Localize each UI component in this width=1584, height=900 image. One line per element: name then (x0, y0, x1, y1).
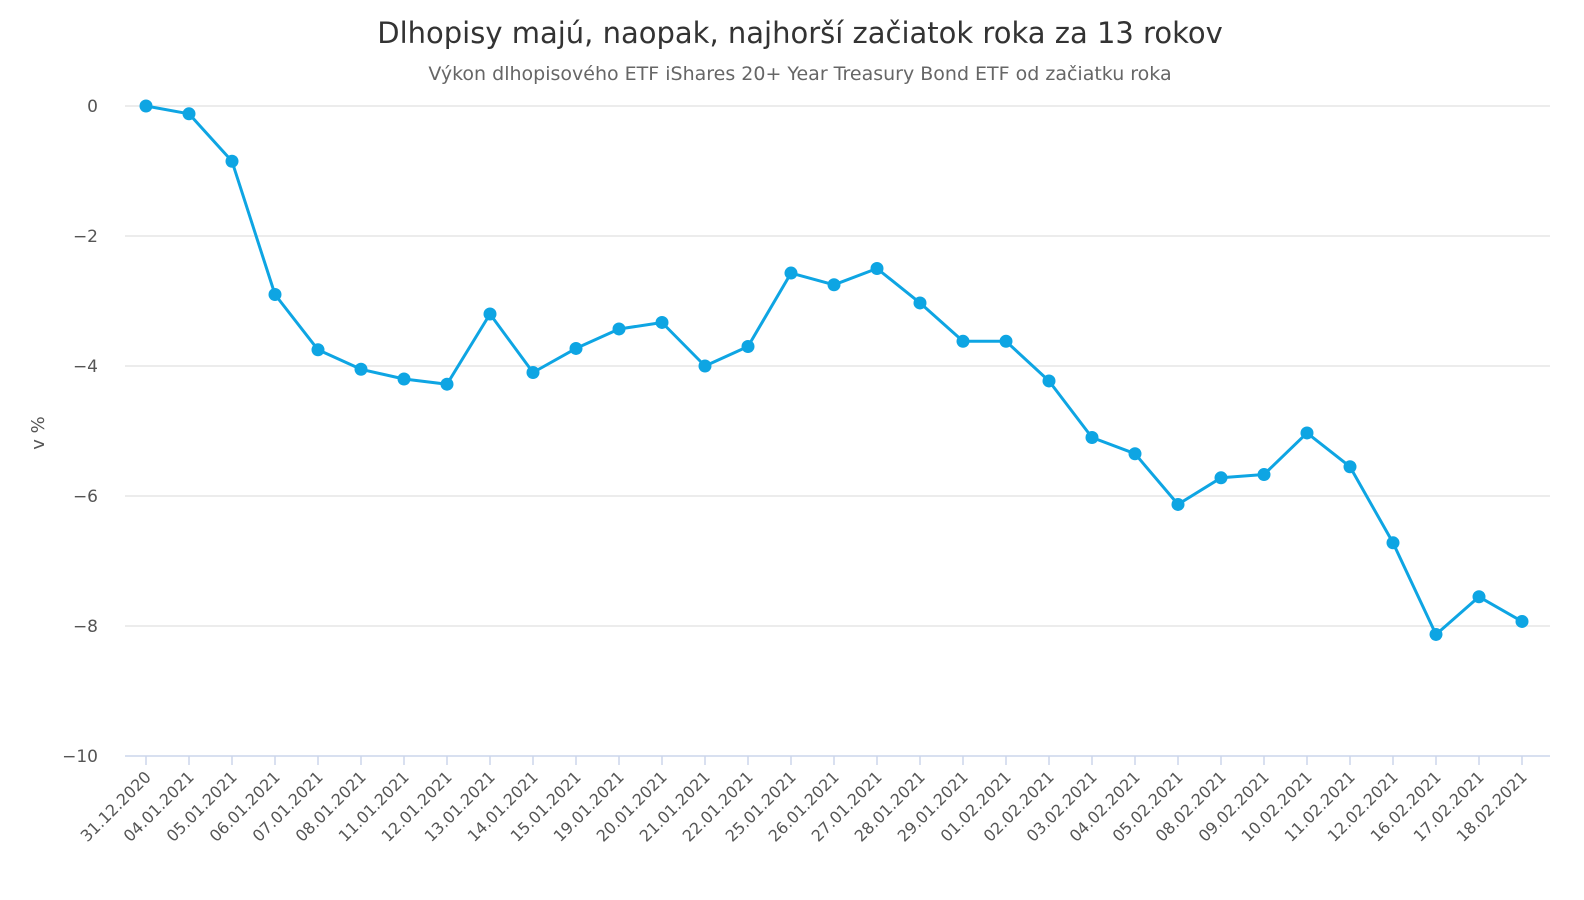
data-point[interactable] (1472, 590, 1486, 604)
data-point[interactable] (397, 372, 411, 386)
data-point[interactable] (741, 340, 755, 353)
data-point[interactable] (1042, 374, 1056, 388)
y-axis-label: v % (28, 416, 49, 449)
data-point[interactable] (1386, 536, 1400, 550)
data-point[interactable] (913, 296, 927, 310)
data-point[interactable] (698, 359, 712, 373)
data-point[interactable] (1515, 614, 1529, 628)
data-point[interactable] (1300, 426, 1314, 440)
data-point[interactable] (784, 266, 798, 280)
data-point[interactable] (526, 366, 540, 379)
data-point[interactable] (268, 288, 282, 301)
data-point[interactable] (1214, 471, 1228, 485)
data-point[interactable] (569, 341, 583, 355)
data-point[interactable] (612, 322, 626, 336)
y-axis-ticks: 0 −2 −4 −6 −8 −10 (62, 97, 98, 767)
data-point[interactable] (870, 262, 884, 275)
chart-title: Dlhopisy majú, naopak, najhorší začiatok… (377, 16, 1223, 50)
y-tick-label: −10 (62, 747, 98, 767)
data-point[interactable] (1171, 497, 1185, 511)
data-point[interactable] (999, 334, 1013, 348)
data-point[interactable] (311, 343, 325, 357)
x-axis-ticks: 31.12.202004.01.202105.01.202106.01.2021… (77, 756, 1531, 846)
data-point[interactable] (655, 315, 669, 329)
y-tick-label: −4 (73, 357, 98, 377)
data-point[interactable] (225, 154, 239, 168)
data-point[interactable] (440, 377, 454, 391)
data-point[interactable] (1257, 468, 1271, 482)
grid-layer (125, 105, 1550, 757)
data-point[interactable] (1085, 431, 1099, 444)
data-point[interactable] (1429, 627, 1443, 641)
data-point[interactable] (827, 278, 841, 292)
data-point[interactable] (1128, 447, 1142, 461)
y-tick-label: 0 (87, 97, 98, 117)
data-point[interactable] (182, 107, 196, 121)
series-layer (139, 99, 1529, 641)
y-tick-label: −2 (73, 227, 98, 247)
data-point[interactable] (139, 99, 153, 113)
data-point[interactable] (1343, 460, 1357, 474)
chart-subtitle: Výkon dlhopisového ETF iShares 20+ Year … (428, 63, 1171, 85)
y-tick-label: −6 (73, 487, 98, 507)
y-tick-label: −8 (73, 617, 98, 637)
data-point[interactable] (354, 362, 368, 376)
series-line (145, 104, 1523, 636)
data-point[interactable] (956, 334, 970, 348)
data-point[interactable] (483, 307, 497, 321)
